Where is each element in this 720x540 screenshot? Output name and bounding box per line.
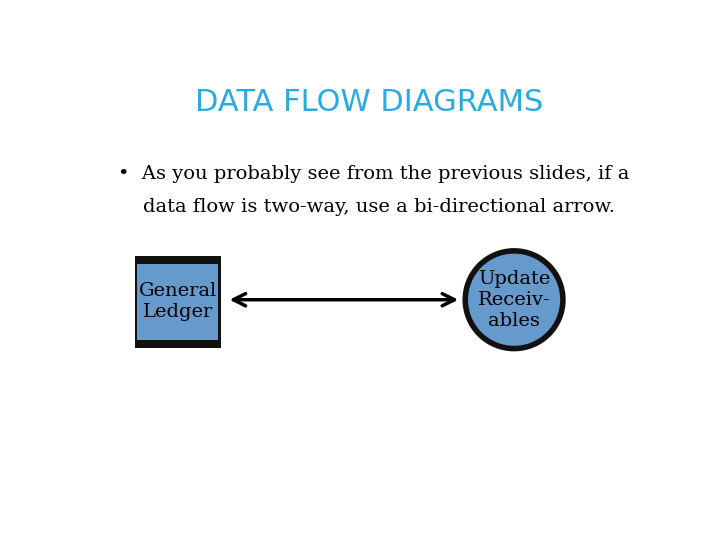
Bar <box>135 340 221 348</box>
Bar <box>218 256 221 348</box>
Text: data flow is two-way, use a bi-directional arrow.: data flow is two-way, use a bi-direction… <box>118 198 615 216</box>
Bar <box>135 256 221 264</box>
Text: Update
Receiv-
ables: Update Receiv- ables <box>478 270 550 329</box>
Ellipse shape <box>465 251 563 349</box>
Text: General
Ledger: General Ledger <box>139 282 217 321</box>
Text: DATA FLOW DIAGRAMS: DATA FLOW DIAGRAMS <box>195 87 543 117</box>
Text: •  As you probably see from the previous slides, if a: • As you probably see from the previous … <box>118 165 629 183</box>
Bar <box>135 256 138 348</box>
Bar <box>135 256 221 348</box>
